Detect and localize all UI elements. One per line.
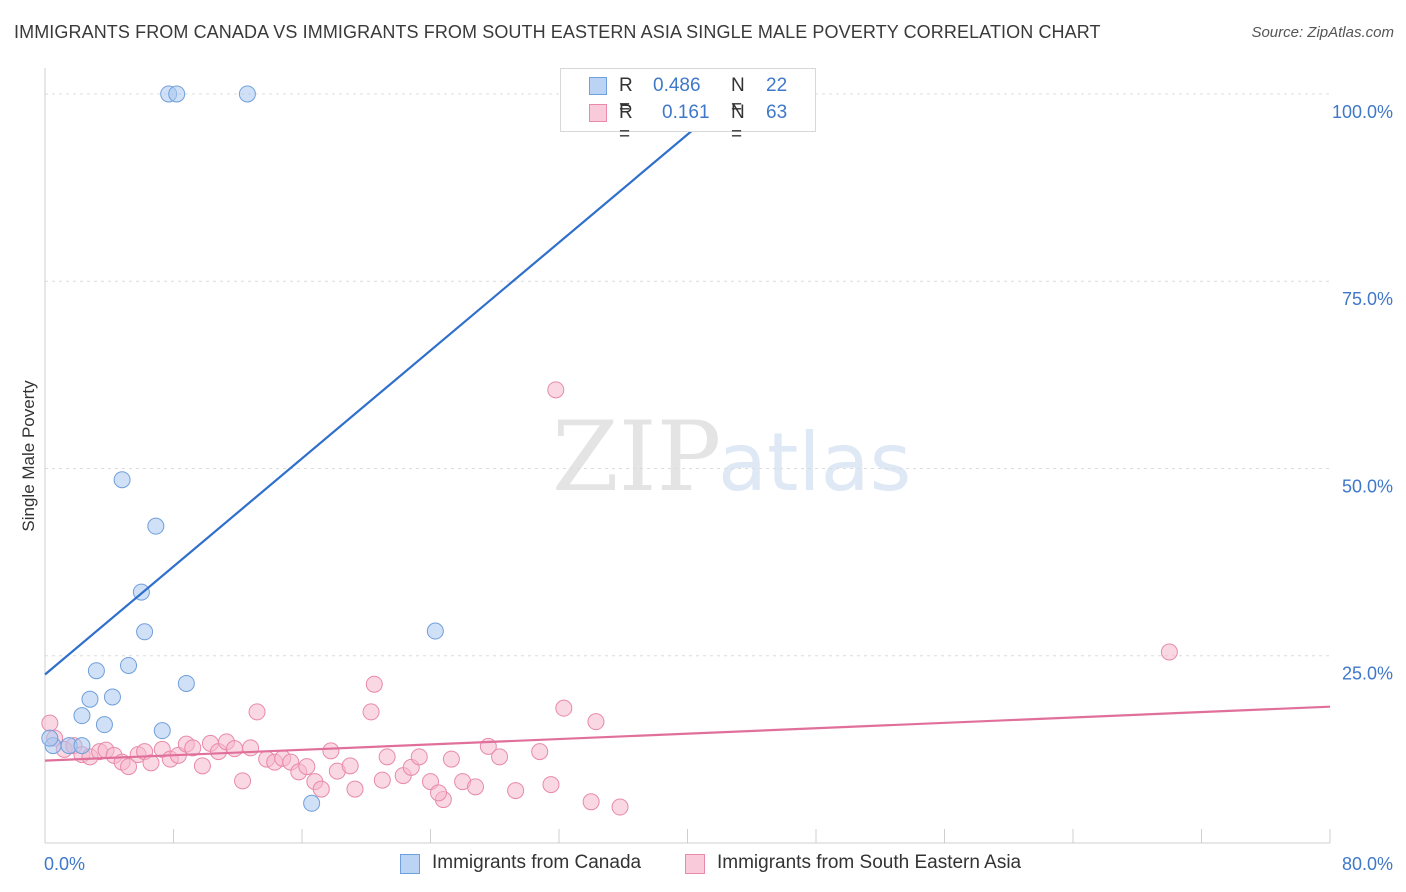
r-value: 0.161	[662, 102, 710, 123]
grid-lines	[45, 93, 1330, 657]
canada-point	[136, 623, 154, 641]
canada-legend-label: Immigrants from Canada	[432, 852, 642, 873]
watermark-zip: ZIP	[552, 401, 721, 513]
canada-point	[87, 662, 105, 680]
canada-point	[73, 737, 91, 755]
canada-point	[95, 716, 113, 734]
sea-point	[466, 778, 484, 796]
sea-point	[312, 780, 330, 798]
sea-point	[442, 750, 460, 768]
sea-point	[184, 739, 202, 757]
r-label: R =	[619, 102, 633, 145]
x-tick-label: 0.0%	[44, 854, 85, 874]
y-tick-label: 50.0%	[1342, 476, 1393, 496]
canada-point	[103, 688, 121, 706]
canada-point	[81, 690, 99, 708]
sea-point	[341, 757, 359, 775]
sea-point	[1160, 643, 1178, 661]
sea-point	[362, 703, 380, 721]
n-label: N =	[731, 102, 745, 145]
canada-point	[238, 85, 256, 103]
n-value: 22	[766, 75, 788, 96]
r-label: R =	[619, 75, 633, 118]
canada-point	[73, 707, 91, 725]
n-value: 63	[766, 102, 788, 123]
canada-point	[41, 729, 59, 747]
sea-point	[120, 758, 138, 776]
sea-point	[365, 675, 383, 693]
sea-point	[507, 782, 525, 800]
sea-point	[582, 793, 600, 811]
sea-trend-line	[44, 705, 1331, 762]
sea-point	[378, 748, 396, 766]
canada-point	[426, 622, 444, 640]
sea-point	[531, 743, 549, 761]
canada-points	[41, 85, 725, 812]
y-tick-label: 25.0%	[1342, 664, 1393, 684]
sea-point	[555, 699, 573, 717]
stats-legend: R = 0.486 N = 22 R = 0.161 N = 63	[560, 68, 816, 145]
canada-point	[153, 722, 171, 740]
sea-point	[373, 771, 391, 789]
canada-point	[147, 517, 165, 535]
sea-legend-swatch	[685, 854, 705, 874]
y-tick-label: 75.0%	[1342, 289, 1393, 309]
y-tick-label: 100.0%	[1332, 102, 1393, 122]
watermark-atlas: atlas	[718, 416, 911, 509]
tick-labels: 25.0% 50.0% 75.0% 100.0% 0.0% 80.0%	[44, 102, 1393, 874]
canada-legend-swatch	[400, 854, 420, 874]
sea-point	[226, 740, 244, 758]
source-credit: Source: ZipAtlas.com	[1251, 24, 1394, 41]
canada-trend-line	[44, 93, 737, 676]
r-value: 0.486	[653, 75, 701, 96]
sea-point	[491, 748, 509, 766]
canada-swatch	[589, 77, 607, 95]
sea-point	[542, 776, 560, 794]
axes	[44, 68, 1331, 844]
sea-point	[611, 798, 629, 816]
sea-point	[41, 714, 59, 732]
sea-swatch	[589, 104, 607, 122]
x-tick-label: 80.0%	[1342, 854, 1393, 874]
sea-point	[547, 381, 565, 399]
sea-point	[346, 780, 364, 798]
sea-point	[587, 713, 605, 731]
y-axis-label: Single Male Poverty	[19, 380, 38, 532]
sea-point	[322, 742, 340, 760]
sea-point	[142, 754, 160, 772]
sea-point	[234, 772, 252, 790]
sea-point	[193, 757, 211, 775]
canada-point	[168, 85, 186, 103]
sea-legend-label: Immigrants from South Eastern Asia	[717, 852, 1022, 873]
zipatlas-watermark: ZIP atlas	[552, 401, 911, 513]
sea-point	[410, 748, 428, 766]
canada-point	[177, 674, 195, 692]
canada-point	[113, 471, 131, 489]
regression-lines	[44, 93, 1331, 762]
chart-title: IMMIGRANTS FROM CANADA VS IMMIGRANTS FRO…	[14, 22, 1101, 42]
sea-point	[248, 703, 266, 721]
sea-point	[430, 784, 448, 802]
canada-point	[303, 794, 321, 812]
n-label: N =	[731, 75, 745, 118]
sea-point	[298, 758, 316, 776]
canada-point	[120, 656, 138, 674]
sea-point	[242, 739, 260, 757]
